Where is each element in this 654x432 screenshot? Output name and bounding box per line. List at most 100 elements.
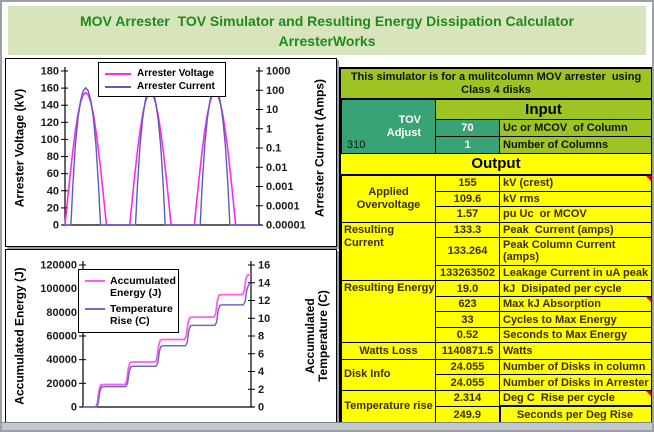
desc-degc-per-cycle[interactable]: Deg C Rise per cycle	[499, 389, 652, 407]
desc-kj-per-cycle[interactable]: kJ Disipated per cycle	[499, 280, 652, 297]
desc-peak-column-current[interactable]: Peak Column Current (amps)	[499, 237, 652, 266]
desc-pu-uc[interactable]: pu Uc or MCOV	[499, 206, 652, 223]
desc-max-kj[interactable]: Max kJ Absorption	[499, 295, 652, 313]
tick-label: 8	[258, 331, 264, 343]
legend-label: Temperature Rise (C)	[110, 303, 173, 327]
desc-kv-crest[interactable]: kV (crest)	[499, 175, 652, 192]
energy-temperature-chart[interactable]: 120000 100000 80000 60000 40000 20000 0 16 14 12 1…	[5, 249, 337, 426]
input-section-header[interactable]: Input	[435, 99, 652, 120]
tick-label: 20000	[46, 378, 77, 390]
comment-marker	[646, 297, 651, 302]
value-kv-rms[interactable]: 109.6	[435, 190, 500, 207]
desc-seconds-to-max[interactable]: Seconds to Max Energy	[499, 326, 652, 344]
window-bottom-edge	[2, 422, 652, 430]
tick-label: 0.0001	[266, 200, 300, 212]
tick-label: 80000	[46, 307, 77, 319]
tick-label: 0.00001	[266, 220, 306, 232]
chart1-legend: Arrester Voltage Arrester Current	[98, 62, 226, 97]
desc-peak-current[interactable]: Peak Current (amps)	[499, 221, 652, 238]
tov-label-line2: Adjust	[386, 126, 421, 139]
desc-watts[interactable]: Watts	[499, 342, 652, 360]
legend-entry-temperature: Temperature Rise (C)	[85, 303, 173, 327]
value-cycles-to-max[interactable]: 33	[435, 311, 500, 328]
left-axis-title: Arrester Voltage (kV)	[12, 88, 27, 208]
desc-leakage-current[interactable]: Leakage Current in uA peak	[499, 264, 652, 282]
group-label-temperature-rise[interactable]: Temperature rise	[341, 389, 436, 424]
tick-label: 60000	[46, 331, 77, 343]
tick-label: 14	[258, 277, 271, 289]
left-axis-title: Accumulated Energy (J)	[12, 267, 27, 405]
simulator-note-cell[interactable]: This simulator is for a mulitcolumn MOV …	[341, 69, 651, 99]
tick-label: 10	[258, 313, 270, 325]
right-axis-title: Accumulated Temperature (C)	[303, 290, 330, 382]
tick-label: 40000	[46, 354, 77, 366]
desc-cycles-to-max[interactable]: Cycles to Max Energy	[499, 311, 652, 328]
value-max-kj[interactable]: 623	[435, 295, 500, 313]
group-label-resulting-energy[interactable]: Resulting Energy	[341, 280, 436, 344]
desc-disks-arrester[interactable]: Number of Disks in Arrester	[499, 374, 652, 391]
group-label-resulting-current[interactable]: Resulting Current	[341, 221, 436, 282]
legend-entry-energy: Accumulated Energy (J)	[85, 275, 176, 299]
legend-label: Arrester Voltage	[137, 68, 215, 79]
comment-marker	[646, 391, 651, 396]
desc-disks-column[interactable]: Number of Disks in column	[499, 358, 652, 376]
tick-label: 16	[258, 260, 270, 272]
tov-label-line1: TOV	[398, 113, 421, 126]
group-label-applied-overvoltage[interactable]: Applied Overvoltage	[341, 175, 436, 223]
group-label-watts-loss[interactable]: Watts Loss	[341, 342, 436, 360]
input-value-mcov[interactable]: 70	[435, 119, 500, 137]
value-kv-crest[interactable]: 155	[435, 175, 500, 192]
value-degc-per-cycle[interactable]: 2.314	[435, 389, 500, 407]
tick-label: 120000	[40, 260, 77, 272]
energy-temperature-plot: 120000 100000 80000 60000 40000 20000 0 16 14 12 1…	[40, 260, 271, 414]
chart2-legend: Accumulated Energy (J) Temperature Rise …	[78, 269, 179, 333]
legend-entry-voltage: Arrester Voltage	[105, 67, 219, 80]
value-seconds-per-deg[interactable]: 249.9	[435, 405, 500, 424]
value-disks-column[interactable]: 24.055	[435, 358, 500, 376]
tick-label: 12	[258, 295, 270, 307]
desc-seconds-per-deg[interactable]: Seconds per Deg Rise	[498, 405, 652, 424]
tick-label: 100000	[40, 283, 77, 295]
tick-label: 0.1	[266, 143, 281, 155]
tick-label: 1000	[266, 66, 290, 78]
tick-label: 120	[41, 117, 59, 129]
value-peak-current[interactable]: 133.3	[435, 221, 500, 238]
tick-label: 10	[266, 104, 278, 116]
tick-label: 140	[41, 100, 59, 112]
legend-label: Accumulated Energy (J)	[110, 275, 176, 299]
temperature-line-swatch	[85, 308, 105, 310]
voltage-current-chart[interactable]: 180 160 140 120 100 80 60 40 20 0 1000 100 10 1 0.1 0.0…	[5, 58, 337, 247]
value-peak-column-current[interactable]: 133.264	[435, 237, 500, 266]
tick-label: 0	[71, 402, 77, 414]
output-table: Applied Overvoltage 155 kV (crest) 109.6…	[341, 175, 652, 424]
tick-label: 1	[266, 123, 272, 135]
series-arrester-current	[65, 87, 259, 226]
output-section-header[interactable]: Output	[341, 154, 651, 175]
desc-kv-rms[interactable]: kV rms	[499, 190, 652, 207]
title-bar-cell[interactable]: MOV Arrester TOV Simulator and Resulting…	[8, 6, 646, 55]
input-desc-columns[interactable]: Number of Columns	[499, 136, 652, 154]
tov-adjust-cell[interactable]: TOV Adjust 310	[341, 99, 436, 154]
tick-label: 180	[41, 66, 59, 78]
value-leakage-current[interactable]: 133263502	[435, 264, 500, 282]
value-pu-uc[interactable]: 1.57	[435, 206, 500, 223]
tick-label: 60	[47, 168, 59, 180]
tick-label: 4	[258, 366, 265, 378]
group-label-disk-info[interactable]: Disk Info	[341, 358, 436, 391]
energy-line-swatch	[85, 280, 105, 282]
value-disks-arrester[interactable]: 24.055	[435, 374, 500, 391]
input-value-columns[interactable]: 1	[435, 136, 500, 154]
page-title-line1: MOV Arrester TOV Simulator and Resulting…	[80, 13, 574, 29]
value-seconds-to-max[interactable]: 0.52	[435, 326, 500, 344]
desc-text: Max kJ Absorption	[503, 298, 601, 311]
tick-label: 0.001	[266, 181, 294, 193]
input-desc-mcov[interactable]: Uc or MCOV of Column	[499, 119, 652, 137]
tick-label: 80	[47, 151, 59, 163]
tick-label: 40	[47, 185, 59, 197]
value-kj-per-cycle[interactable]: 19.0	[435, 280, 500, 297]
tick-label: 2	[258, 384, 264, 396]
desc-text: Deg C Rise per cycle	[503, 392, 615, 405]
value-watts[interactable]: 1140871.5	[435, 342, 500, 360]
comment-marker	[646, 176, 651, 181]
